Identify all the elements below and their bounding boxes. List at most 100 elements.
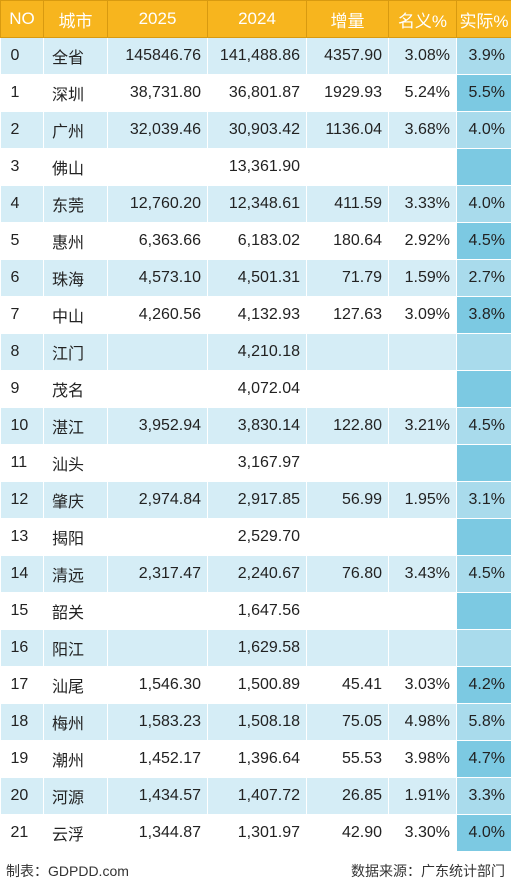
cell-no: 8 — [0, 333, 44, 371]
cell-nominal: 3.33% — [388, 185, 457, 223]
cell-2024: 3,167.97 — [207, 444, 307, 482]
cell-city: 江门 — [43, 333, 108, 371]
cell-increase — [306, 333, 389, 371]
table-row: 18 梅州 1,583.23 1,508.18 75.05 4.98% 5.8% — [0, 703, 511, 741]
cell-increase: 71.79 — [306, 259, 389, 297]
cell-real: 4.5% — [456, 555, 511, 593]
cell-increase: 42.90 — [306, 814, 389, 852]
table-row: 10 湛江 3,952.94 3,830.14 122.80 3.21% 4.5% — [0, 407, 511, 445]
cell-2025: 4,573.10 — [107, 259, 208, 297]
cell-2025: 2,974.84 — [107, 481, 208, 519]
footer-source-site: 制表：GDPDD.com — [6, 863, 129, 879]
cell-2024: 4,072.04 — [207, 370, 307, 408]
cell-2025: 3,952.94 — [107, 407, 208, 445]
cell-2025: 32,039.46 — [107, 111, 208, 149]
cell-city: 云浮 — [43, 814, 108, 852]
cell-increase: 180.64 — [306, 222, 389, 260]
cell-real: 3.9% — [456, 37, 511, 75]
cell-2024: 1,508.18 — [207, 703, 307, 741]
table-row: 5 惠州 6,363.66 6,183.02 180.64 2.92% 4.5% — [0, 222, 511, 260]
cell-2024: 12,348.61 — [207, 185, 307, 223]
cell-2024: 3,830.14 — [207, 407, 307, 445]
table-row: 11 汕头 3,167.97 — [0, 444, 511, 482]
cell-real: 3.1% — [456, 481, 511, 519]
cell-city: 东莞 — [43, 185, 108, 223]
header-increase: 增量 — [306, 0, 389, 38]
cell-increase: 122.80 — [306, 407, 389, 445]
cell-2024: 141,488.86 — [207, 37, 307, 75]
table-row: 4 东莞 12,760.20 12,348.61 411.59 3.33% 4.0% — [0, 185, 511, 223]
cell-no: 3 — [0, 148, 44, 186]
cell-no: 21 — [0, 814, 44, 852]
cell-2024: 1,647.56 — [207, 592, 307, 630]
cell-2024: 2,529.70 — [207, 518, 307, 556]
table-row: 21 云浮 1,344.87 1,301.97 42.90 3.30% 4.0% — [0, 814, 511, 852]
cell-2025 — [107, 629, 208, 667]
table-row: 20 河源 1,434.57 1,407.72 26.85 1.91% 3.3% — [0, 777, 511, 815]
cell-no: 10 — [0, 407, 44, 445]
cell-2025 — [107, 444, 208, 482]
cell-nominal: 3.68% — [388, 111, 457, 149]
cell-no: 5 — [0, 222, 44, 260]
cell-2025 — [107, 333, 208, 371]
table-row: 8 江门 4,210.18 — [0, 333, 511, 371]
cell-no: 2 — [0, 111, 44, 149]
header-nominal: 名义% — [388, 0, 457, 38]
cell-city: 河源 — [43, 777, 108, 815]
cell-increase — [306, 518, 389, 556]
header-2024: 2024 — [207, 0, 307, 38]
header-no: NO — [0, 0, 44, 38]
cell-2024: 1,407.72 — [207, 777, 307, 815]
header-row: NO 城市 2025 2024 增量 名义% 实际% — [0, 0, 511, 38]
cell-nominal: 3.08% — [388, 37, 457, 75]
footer: 制表：GDPDD.com 数据来源：广东统计部门 — [0, 852, 511, 889]
cell-2024: 1,500.89 — [207, 666, 307, 704]
cell-real — [456, 333, 511, 371]
cell-real — [456, 592, 511, 630]
cell-increase: 26.85 — [306, 777, 389, 815]
cell-increase: 1929.93 — [306, 74, 389, 112]
cell-no: 20 — [0, 777, 44, 815]
cell-2024: 1,629.58 — [207, 629, 307, 667]
cell-real — [456, 370, 511, 408]
cell-no: 17 — [0, 666, 44, 704]
header-city: 城市 — [43, 0, 108, 38]
cell-nominal: 3.30% — [388, 814, 457, 852]
cell-no: 14 — [0, 555, 44, 593]
table-row: 7 中山 4,260.56 4,132.93 127.63 3.09% 3.8% — [0, 296, 511, 334]
header-2025: 2025 — [107, 0, 208, 38]
cell-no: 11 — [0, 444, 44, 482]
cell-no: 18 — [0, 703, 44, 741]
cell-2025: 1,452.17 — [107, 740, 208, 778]
cell-no: 12 — [0, 481, 44, 519]
cell-city: 佛山 — [43, 148, 108, 186]
table-row: 2 广州 32,039.46 30,903.42 1136.04 3.68% 4.0% — [0, 111, 511, 149]
cell-city: 湛江 — [43, 407, 108, 445]
cell-city: 广州 — [43, 111, 108, 149]
cell-no: 9 — [0, 370, 44, 408]
table-row: 1 深圳 38,731.80 36,801.87 1929.93 5.24% 5.5% — [0, 74, 511, 112]
cell-city: 汕头 — [43, 444, 108, 482]
cell-2024: 4,210.18 — [207, 333, 307, 371]
cell-no: 0 — [0, 37, 44, 75]
cell-increase: 56.99 — [306, 481, 389, 519]
cell-2025: 2,317.47 — [107, 555, 208, 593]
cell-2024: 13,361.90 — [207, 148, 307, 186]
table-row: 14 清远 2,317.47 2,240.67 76.80 3.43% 4.5% — [0, 555, 511, 593]
cell-real: 5.5% — [456, 74, 511, 112]
footer-data-source: 数据来源：广东统计部门 — [351, 863, 505, 879]
cell-nominal — [388, 444, 457, 482]
table-row: 12 肇庆 2,974.84 2,917.85 56.99 1.95% 3.1% — [0, 481, 511, 519]
cell-increase: 411.59 — [306, 185, 389, 223]
cell-nominal: 3.03% — [388, 666, 457, 704]
cell-no: 19 — [0, 740, 44, 778]
table-body: 0 全省 145846.76 141,488.86 4357.90 3.08% 3.9% 1 深… — [0, 37, 511, 852]
table-row: 0 全省 145846.76 141,488.86 4357.90 3.08% 3.9% — [0, 37, 511, 75]
cell-no: 16 — [0, 629, 44, 667]
cell-2025 — [107, 592, 208, 630]
cell-nominal: 3.43% — [388, 555, 457, 593]
cell-2025: 1,546.30 — [107, 666, 208, 704]
table-row: 15 韶关 1,647.56 — [0, 592, 511, 630]
cell-no: 1 — [0, 74, 44, 112]
cell-increase — [306, 370, 389, 408]
